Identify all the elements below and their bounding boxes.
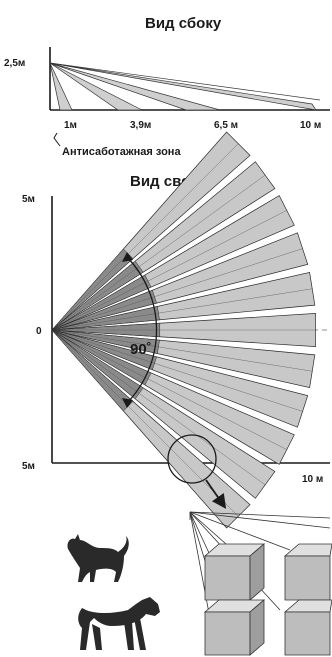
- detection-block: [203, 599, 266, 656]
- anti-sabotage-pointer: [53, 132, 61, 147]
- dog-icon: [78, 597, 160, 650]
- side-beam-anti-sabotage: [49, 62, 73, 111]
- top-x-end-label: 10 м: [302, 474, 323, 485]
- top-beam-centerline: [51, 209, 288, 331]
- top-beam-centerline: [51, 143, 239, 331]
- top-beam-centerline: [51, 329, 288, 451]
- side-beam-far: [49, 62, 317, 111]
- anti-sabotage-label: Антисаботажная зона: [62, 146, 181, 158]
- side-beam-near: [49, 62, 143, 111]
- top-beam-centerline: [51, 329, 304, 412]
- top-beam-centerline: [51, 248, 304, 331]
- side-view: Вид сбоку 2,5м 1м 3,9м 6,5 м 10 м Антиса…: [4, 15, 330, 158]
- coverage-angle-label: 90˚: [130, 341, 152, 358]
- side-tick-1m: 1м: [64, 120, 77, 131]
- top-beam-centerline: [51, 174, 266, 331]
- detection-blocks: [189, 512, 332, 656]
- magnifier-arrow: [205, 479, 227, 509]
- side-view-beams: [49, 62, 321, 111]
- cat-icon: [67, 534, 129, 582]
- side-tick-10m: 10 м: [300, 120, 321, 131]
- top-beam-centerline: [51, 329, 239, 517]
- side-beam-mid: [49, 62, 221, 111]
- side-view-title: Вид сбоку: [145, 15, 222, 32]
- top-view-beams: [51, 131, 316, 529]
- detection-block: [203, 543, 266, 601]
- side-beam-far-edge: [49, 62, 321, 101]
- top-y-top-label: 5м: [22, 194, 35, 205]
- coverage-angle-arc: [126, 256, 158, 404]
- top-y-bottom-label: 5м: [22, 461, 35, 472]
- angle-arrow-top: [122, 252, 133, 262]
- top-view: Вид сверху 5м 0 5м 10 м 90˚: [22, 131, 330, 529]
- side-tick-6-5m: 6,5 м: [214, 120, 238, 131]
- magnifier-circle: [167, 434, 217, 484]
- top-beam-centerline: [51, 288, 313, 331]
- angle-arrow-bottom: [122, 398, 133, 408]
- detection-block: [283, 599, 332, 656]
- top-y-center-label: 0: [36, 326, 42, 337]
- detection-block: [283, 543, 332, 601]
- pet-immunity-detail: [67, 511, 332, 656]
- side-tick-3-9m: 3,9м: [130, 120, 151, 131]
- top-beam-centerline: [51, 329, 266, 486]
- top-beam-centerline: [51, 329, 313, 372]
- side-view-height-label: 2,5м: [4, 58, 25, 69]
